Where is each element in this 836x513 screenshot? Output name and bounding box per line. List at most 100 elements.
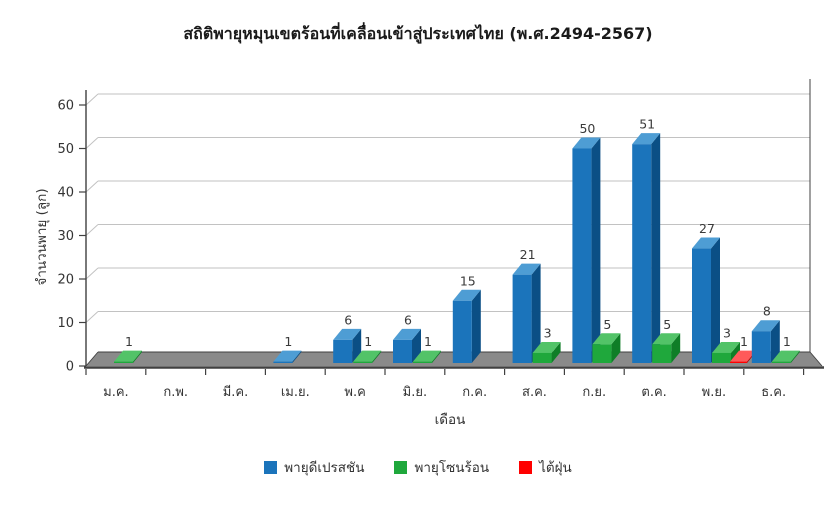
- bar-front-face: [333, 339, 353, 363]
- floor-left-edge: [85, 351, 99, 367]
- bar-front-face: [532, 352, 552, 363]
- y-tick-label: 0: [66, 360, 74, 375]
- x-axis-title: เดือน: [435, 412, 466, 428]
- bar-data-label: 1: [364, 334, 372, 349]
- month-label: ต.ค.: [641, 385, 666, 400]
- bar-front-face: [751, 331, 771, 363]
- bar-front-face: [652, 344, 672, 363]
- legend-swatch: [264, 460, 278, 474]
- bar-top-face: [512, 263, 541, 275]
- y-tick-label: 60: [57, 99, 74, 114]
- bar-front-face: [393, 339, 412, 363]
- gridline-connector: [85, 224, 99, 236]
- bar-front-face: [632, 144, 652, 363]
- floor-right-edge: [809, 351, 823, 367]
- bar-data-label: 3: [723, 325, 731, 340]
- bar-data-label: 1: [125, 334, 133, 349]
- bar-front-face: [353, 361, 373, 363]
- bar-side-face: [790, 350, 800, 363]
- legend: พายุดีเปรสชัน พายุโซนร้อน ไต้ฝุ่น: [0, 456, 836, 478]
- bar-side-face: [292, 350, 302, 363]
- month-label: พ.ย.: [702, 385, 726, 400]
- bar-side-face: [412, 328, 421, 363]
- legend-item: พายุดีเปรสชัน: [264, 456, 364, 478]
- bar-data-label: 6: [404, 312, 412, 327]
- bar-data-label: 1: [740, 334, 748, 349]
- bar-front-face: [572, 148, 592, 363]
- y-tick-label: 10: [57, 316, 74, 331]
- y-tick-label: 20: [57, 273, 74, 288]
- bar-data-label: 6: [344, 312, 352, 327]
- bar-data-label: 50: [579, 121, 595, 136]
- month-label: ก.พ.: [163, 385, 188, 400]
- bar-side-face: [711, 237, 720, 363]
- bar-top-face: [114, 350, 142, 362]
- bar-top-face: [273, 350, 302, 362]
- y-tick-label: 50: [57, 142, 74, 157]
- bar-front-face: [692, 248, 711, 363]
- bar-front-face: [273, 361, 293, 363]
- month-label: มิ.ย.: [403, 385, 427, 400]
- bar-top-face: [572, 137, 601, 149]
- bar-data-label: 27: [699, 221, 715, 236]
- legend-label: พายุดีเปรสชัน: [284, 460, 365, 476]
- bar-side-face: [471, 289, 481, 363]
- bar-top-face: [452, 289, 481, 301]
- month-label: ก.ย.: [582, 385, 606, 400]
- legend-swatch: [519, 460, 533, 474]
- bar-side-face: [551, 341, 561, 363]
- bar-data-label: 51: [639, 117, 655, 132]
- month-label: ก.ค.: [462, 385, 487, 400]
- bar-side-face: [770, 320, 780, 363]
- bar-top-face: [771, 350, 800, 362]
- bar-front-face: [592, 344, 612, 363]
- y-tick-label: 30: [57, 229, 74, 244]
- bar-top-face: [632, 133, 661, 145]
- bar-top-face: [692, 237, 720, 249]
- bar-side-face: [531, 263, 541, 363]
- month-label: ธ.ค.: [761, 385, 786, 400]
- month-label: เม.ย.: [281, 385, 310, 400]
- bar-front-face: [712, 352, 731, 363]
- legend-item: พายุโซนร้อน: [394, 456, 489, 478]
- bar-side-face: [651, 133, 661, 363]
- legend-label: พายุโซนร้อน: [414, 460, 490, 476]
- y-axis-title: จำนวนพายุ (ลูก): [34, 188, 50, 285]
- month-label: ม.ค.: [103, 385, 129, 400]
- gridline-connector: [85, 311, 99, 323]
- bar-data-label: 1: [284, 334, 292, 349]
- bar-top-face: [353, 350, 382, 362]
- bar-front-face: [413, 361, 432, 363]
- legend-swatch: [394, 460, 408, 474]
- bar-data-label: 21: [520, 247, 536, 262]
- bar-side-face: [611, 333, 621, 363]
- bar-top-face: [751, 320, 780, 332]
- bar-data-label: 1: [783, 334, 791, 349]
- bar-top-face: [532, 341, 561, 353]
- bar-top-face: [712, 341, 740, 353]
- bar-chart-plot: 0 10 20 30 40 50 60 ม.ค. ก.พ. มี.ค. เม.ย. พ.ค มิ.ย. ก…: [34, 79, 824, 428]
- bar-top-face: [730, 350, 756, 362]
- bar-side-face: [352, 328, 362, 363]
- gridline-connector: [85, 267, 99, 280]
- bar-front-face: [114, 361, 133, 363]
- bar-side-face: [372, 350, 382, 363]
- chart-title: สถิติพายุหมุนเขตร้อนที่เคลื่อนเข้าสู่ประ…: [183, 24, 653, 43]
- month-label: มี.ค.: [223, 384, 249, 400]
- bar-side-face: [671, 333, 681, 363]
- bar-top-face: [393, 328, 421, 340]
- legend-label: ไต้ฝุ่น: [539, 460, 572, 476]
- bar-side-face: [591, 137, 601, 363]
- bar-data-label: 8: [763, 304, 771, 319]
- bar-top-face: [333, 328, 362, 340]
- bar-data-label: 1: [424, 334, 432, 349]
- gridline-connector: [85, 93, 99, 106]
- bar-top-face: [413, 350, 441, 362]
- bar-top-face: [652, 333, 681, 345]
- gridline-connector: [85, 180, 99, 193]
- bar-front-face: [452, 300, 472, 363]
- bar-side-face: [133, 350, 142, 363]
- month-label: ส.ค.: [522, 385, 547, 400]
- bar-front-face: [730, 361, 747, 363]
